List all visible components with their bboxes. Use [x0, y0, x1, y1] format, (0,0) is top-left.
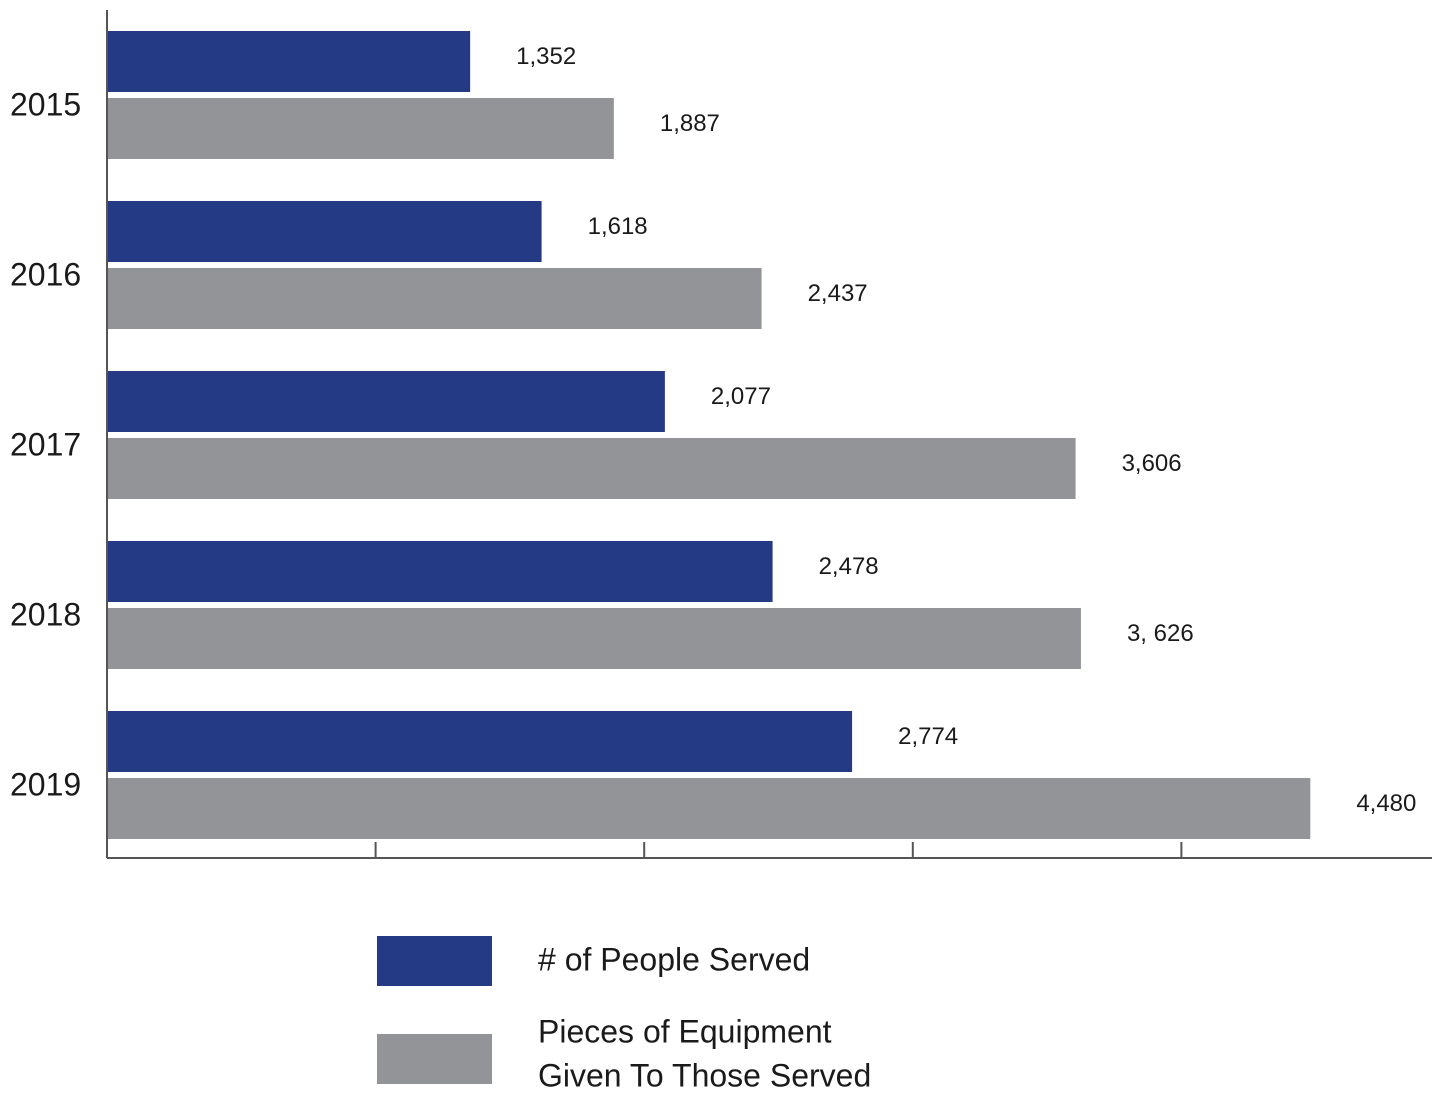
value-label-2015-series-2: 1,887 — [660, 110, 720, 137]
value-label-2018-series-2: 3, 626 — [1127, 620, 1194, 647]
legend-label-1: # of People Served — [538, 941, 810, 977]
bar-2017-series-1 — [107, 371, 665, 432]
value-label-2019-series-2: 4,480 — [1356, 790, 1416, 817]
legend: # of People Served Pieces of Equipment Giv… — [377, 936, 871, 1093]
category-label-2016: 2016 — [10, 256, 81, 292]
category-label-2015: 2015 — [10, 86, 81, 122]
value-label-2018-series-1: 2,478 — [819, 553, 879, 580]
value-label-2016-series-1: 1,618 — [588, 213, 648, 240]
legend-swatch-2 — [377, 1034, 492, 1084]
value-label-2015-series-1: 1,352 — [516, 43, 576, 70]
bar-2018-series-1 — [107, 541, 773, 602]
bar-2015-series-1 — [107, 31, 471, 92]
bar-2016-series-2 — [107, 268, 762, 329]
value-label-2017-series-2: 3,606 — [1122, 450, 1182, 477]
legend-swatch-1 — [377, 936, 492, 986]
axis-layer — [106, 10, 1432, 859]
value-label-2017-series-1: 2,077 — [711, 383, 771, 410]
category-label-2017: 2017 — [10, 426, 81, 462]
legend-label-2-line-2: Given To Those Served — [538, 1057, 871, 1093]
labels-layer: 1,352 1,887 2015 1,618 2,437 2016 2,077 3,606 20… — [10, 43, 1416, 817]
bar-2019-series-1 — [107, 711, 853, 772]
category-label-2019: 2019 — [10, 766, 81, 802]
bar-2016-series-1 — [107, 201, 542, 262]
bar-2018-series-2 — [107, 608, 1081, 669]
value-label-2016-series-2: 2,437 — [808, 280, 868, 307]
bar-2019-series-2 — [107, 778, 1311, 839]
bar-2017-series-2 — [107, 438, 1076, 499]
bar-2015-series-2 — [107, 98, 614, 159]
category-label-2018: 2018 — [10, 596, 81, 632]
legend-label-2-line-1: Pieces of Equipment — [538, 1013, 832, 1049]
bars-layer — [107, 31, 1311, 839]
value-label-2019-series-1: 2,774 — [898, 723, 958, 750]
